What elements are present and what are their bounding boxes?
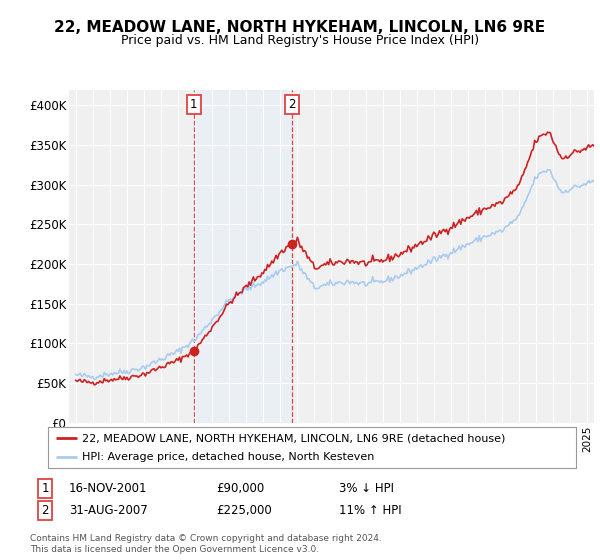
Text: This data is licensed under the Open Government Licence v3.0.: This data is licensed under the Open Gov… xyxy=(30,545,319,554)
Text: 2: 2 xyxy=(41,504,49,517)
Text: Price paid vs. HM Land Registry's House Price Index (HPI): Price paid vs. HM Land Registry's House … xyxy=(121,34,479,46)
Text: HPI: Average price, detached house, North Kesteven: HPI: Average price, detached house, Nort… xyxy=(82,452,374,461)
Bar xyxy=(194,90,292,423)
Text: 22, MEADOW LANE, NORTH HYKEHAM, LINCOLN, LN6 9RE: 22, MEADOW LANE, NORTH HYKEHAM, LINCOLN,… xyxy=(55,20,545,35)
Text: 11% ↑ HPI: 11% ↑ HPI xyxy=(339,504,401,517)
Text: Contains HM Land Registry data © Crown copyright and database right 2024.: Contains HM Land Registry data © Crown c… xyxy=(30,534,382,543)
Text: £225,000: £225,000 xyxy=(216,504,272,517)
Text: 3% ↓ HPI: 3% ↓ HPI xyxy=(339,482,394,495)
Text: £90,000: £90,000 xyxy=(216,482,264,495)
Text: 22, MEADOW LANE, NORTH HYKEHAM, LINCOLN, LN6 9RE (detached house): 22, MEADOW LANE, NORTH HYKEHAM, LINCOLN,… xyxy=(82,433,506,443)
Text: 1: 1 xyxy=(190,98,197,111)
Text: 16-NOV-2001: 16-NOV-2001 xyxy=(69,482,148,495)
Text: 2: 2 xyxy=(288,98,295,111)
Text: 31-AUG-2007: 31-AUG-2007 xyxy=(69,504,148,517)
Text: 1: 1 xyxy=(41,482,49,495)
